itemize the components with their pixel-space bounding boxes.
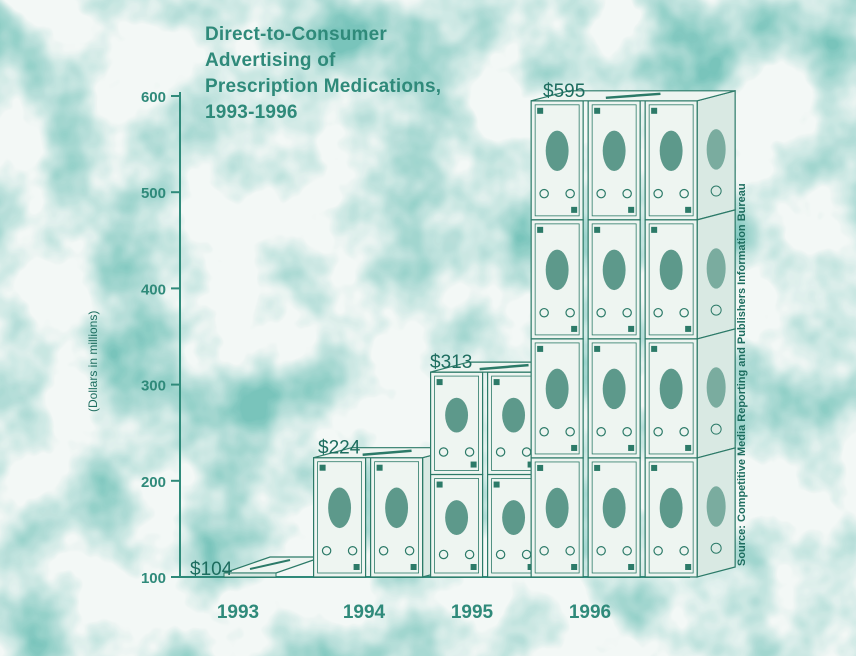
y-tick-label-300: 300	[141, 378, 166, 395]
y-axis-label: (Dollars in millions)	[86, 310, 100, 412]
bill-face	[587, 457, 641, 578]
x-tick-label-1994: 1994	[343, 602, 386, 623]
y-tick-label-200: 200	[141, 474, 166, 491]
value-label-1994: $224	[318, 438, 361, 459]
bill-face	[587, 219, 641, 340]
bill-face	[313, 457, 367, 578]
bill-side	[696, 90, 736, 221]
bar-1993	[223, 556, 323, 578]
y-tick-label-600: 600	[141, 89, 166, 106]
axes: 100 200 300 400 500 600	[141, 89, 690, 587]
bill-face	[644, 457, 698, 578]
y-tick-label-500: 500	[141, 185, 166, 202]
bill-top	[313, 447, 461, 459]
bill-face	[530, 100, 584, 221]
y-tick-label-400: 400	[141, 281, 166, 298]
value-label-1995: $313	[430, 352, 472, 373]
x-tick-label-1996: 1996	[569, 602, 611, 623]
bill-face	[530, 338, 584, 459]
bill-side	[696, 328, 736, 459]
chart-title-line-1: Direct-to-Consumer	[205, 24, 388, 45]
bill-face	[430, 473, 484, 578]
chart-title-line-3: Prescription Medications,	[205, 76, 442, 97]
bill-face	[530, 219, 584, 340]
bill-face	[530, 457, 584, 578]
chart-title-line-2: Advertising of	[205, 50, 336, 71]
bill-face	[644, 100, 698, 221]
bill-side	[696, 209, 736, 340]
bars	[223, 90, 736, 578]
value-label-1993: $104	[190, 559, 233, 580]
bill-face	[644, 338, 698, 459]
labels: $104 1993 $224 1994 $313 1995 $595 1996	[190, 81, 611, 623]
chart-title-line-4: 1993-1996	[205, 102, 298, 123]
bill-face	[644, 219, 698, 340]
bill-side	[696, 447, 736, 578]
value-label-1996: $595	[543, 81, 585, 102]
bill-face	[370, 457, 424, 578]
bill-face	[587, 338, 641, 459]
bar-1996	[530, 90, 736, 578]
x-tick-label-1995: 1995	[451, 602, 494, 623]
bill-face	[430, 371, 484, 476]
source-note: Source: Competitive Media Reporting and …	[736, 183, 748, 566]
bill-top	[530, 90, 736, 102]
bill-face	[587, 100, 641, 221]
y-tick-label-100: 100	[141, 570, 166, 587]
x-tick-label-1993: 1993	[217, 602, 259, 623]
